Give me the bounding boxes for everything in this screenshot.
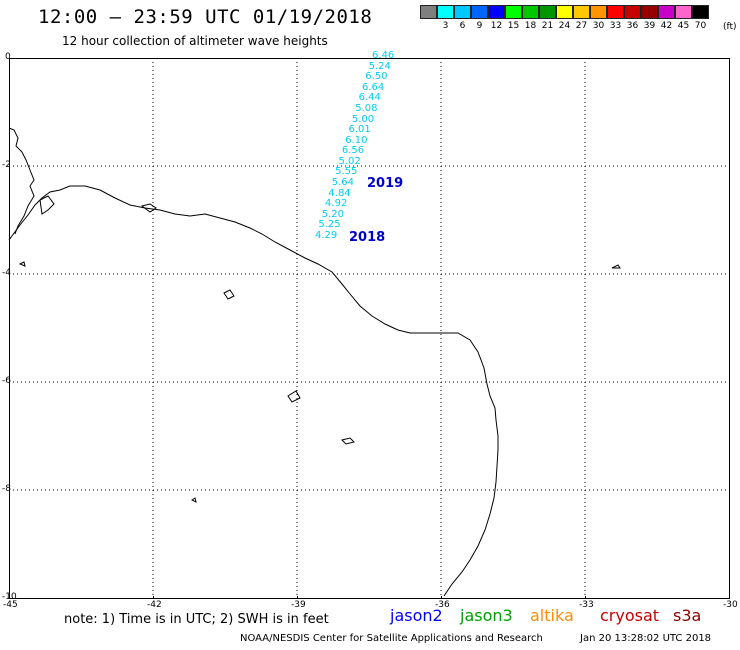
legend-label: 30 <box>592 21 605 31</box>
lon-tick-label: -45 <box>3 600 18 610</box>
track-time-label: 2019 <box>367 176 404 191</box>
satellite-label-s3a: s3a <box>673 606 702 625</box>
legend-label: 27 <box>575 21 588 31</box>
legend-swatch <box>675 5 692 19</box>
wave-height-value: 6.50 <box>365 71 388 83</box>
legend-label: 39 <box>643 21 656 31</box>
wave-height-value: 6.64 <box>361 81 385 93</box>
legend-label: 12 <box>490 21 503 31</box>
wave-height-value: 5.00 <box>351 113 375 125</box>
legend-label: 42 <box>660 21 673 31</box>
satellite-label-cryosat: cryosat <box>600 606 660 625</box>
legend-label: 36 <box>626 21 639 31</box>
legend-unit: (ft) <box>723 22 737 32</box>
legend-label: 33 <box>609 21 622 31</box>
legend-label: 15 <box>507 21 520 31</box>
wave-height-value: 5.02 <box>338 155 361 167</box>
generated-timestamp: Jan 20 13:28:02 UTC 2018 <box>580 633 712 644</box>
legend-swatch <box>539 5 556 19</box>
satellite-label-jason3: jason3 <box>460 606 513 625</box>
legend-swatch <box>624 5 641 19</box>
satellite-label-altika: altika <box>530 606 574 625</box>
legend-swatch <box>641 5 658 19</box>
lat-tick-label: -10 <box>2 592 17 602</box>
wave-height-value: 6.10 <box>345 134 368 146</box>
legend-label: 70 <box>694 21 707 31</box>
legend-swatch <box>658 5 675 19</box>
map-frame <box>9 58 730 599</box>
legend-swatch <box>420 5 437 19</box>
legend-swatch <box>488 5 505 19</box>
lat-tick-label: 0 <box>5 52 11 62</box>
lon-tick-label: -33 <box>579 600 594 610</box>
legend-swatch <box>505 5 522 19</box>
lon-tick-label: -30 <box>723 600 738 610</box>
lon-tick-label: -39 <box>291 600 306 610</box>
legend-swatch <box>454 5 471 19</box>
tick-marks <box>153 596 586 599</box>
legend-swatch <box>522 5 539 19</box>
legend-label: 21 <box>541 21 554 31</box>
coastline <box>8 127 621 597</box>
wave-height-value: 5.64 <box>331 177 355 189</box>
lat-tick-label: -2 <box>2 160 11 170</box>
legend-swatch <box>573 5 590 19</box>
footer-note: note: 1) Time is in UTC; 2) SWH is in fe… <box>64 612 329 627</box>
wave-height-value: 6.44 <box>358 92 381 104</box>
wave-height-color-legend: 3 6 9 12 15 18 21 24 27 30 33 36 39 42 45 70 (ft) <box>420 5 737 32</box>
lat-tick-label: -6 <box>2 376 11 386</box>
legend-label: 6 <box>459 21 466 31</box>
lat-tick-label: -4 <box>2 268 11 278</box>
wave-height-value: 4.29 <box>315 230 338 241</box>
satellite-label-jason2: jason2 <box>390 606 443 625</box>
map-title: 12:00 – 23:59 UTC 01/19/2018 <box>38 6 373 28</box>
legend-label: 24 <box>558 21 571 31</box>
legend-label: 45 <box>677 21 690 31</box>
legend-label: 18 <box>524 21 537 31</box>
lon-tick-label: -42 <box>147 600 162 610</box>
wave-height-value: 6.56 <box>341 145 365 157</box>
wave-height-value: 4.92 <box>325 198 348 210</box>
legend-swatch <box>556 5 573 19</box>
lon-tick-label: -36 <box>435 600 450 610</box>
credit-line: NOAA/NESDIS Center for Satellite Applica… <box>240 633 543 644</box>
legend-swatch <box>437 5 454 19</box>
wave-height-value: 5.24 <box>368 60 391 72</box>
legend-swatch <box>692 5 709 19</box>
wave-height-value: 4.84 <box>328 187 351 199</box>
track-time-label: 2018 <box>349 230 386 245</box>
wave-height-value: 5.20 <box>321 208 344 220</box>
wave-height-value: 5.25 <box>318 219 341 231</box>
legend-label: 9 <box>476 21 483 31</box>
legend-swatch <box>590 5 607 19</box>
legend-label: 3 <box>442 21 449 31</box>
lat-tick-label: -8 <box>2 484 11 494</box>
wave-height-value: 6.46 <box>372 50 395 61</box>
wave-height-value: 5.08 <box>355 102 378 114</box>
wave-height-value: 5.55 <box>335 166 358 178</box>
legend-swatch <box>471 5 488 19</box>
wave-height-value: 6.01 <box>348 124 371 136</box>
map-subtitle: 12 hour collection of altimeter wave hei… <box>62 34 328 48</box>
graticule <box>9 58 730 599</box>
legend-swatch <box>607 5 624 19</box>
